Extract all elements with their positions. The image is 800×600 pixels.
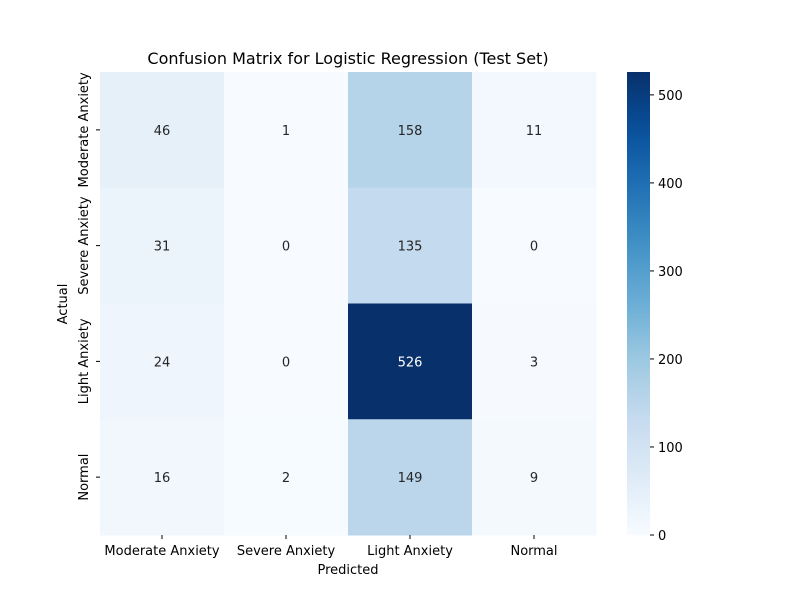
colorbar-tick-label-3: 300 xyxy=(658,265,683,280)
heatmap-cell-r2-c3 xyxy=(472,303,597,420)
heatmap-cell-r3-c0 xyxy=(100,419,225,536)
heatmap-cell-r0-c3 xyxy=(472,72,597,189)
colorbar xyxy=(627,72,650,535)
heatmap-cell-r2-c2 xyxy=(348,303,473,420)
x-tick-label-1: Severe Anxiety xyxy=(237,544,336,559)
cell-value-r1-c2: 135 xyxy=(398,240,423,255)
colorbar-ticks: 0 100 200 300 400 500 xyxy=(650,89,683,544)
colorbar-tick-label-5: 500 xyxy=(658,89,683,104)
y-axis-label: Actual xyxy=(56,284,71,325)
heatmap-cell-r1-c1 xyxy=(224,187,349,304)
cell-value-r2-c1: 0 xyxy=(282,355,290,370)
cell-value-r3-c1: 2 xyxy=(282,471,290,486)
cell-value-r3-c3: 9 xyxy=(530,471,538,486)
cell-value-r3-c0: 16 xyxy=(154,471,171,486)
x-tick-label-2: Light Anxiety xyxy=(367,544,453,559)
cell-value-r3-c2: 149 xyxy=(398,471,423,486)
heatmap-cell-r3-c3 xyxy=(472,419,597,536)
y-tick-label-1: Severe Anxiety xyxy=(77,196,92,295)
cell-value-r2-c2: 526 xyxy=(398,355,423,370)
x-axis-ticks: Moderate Anxiety Severe Anxiety Light Anxi… xyxy=(104,535,558,559)
colorbar-tick-label-2: 200 xyxy=(658,353,683,368)
colorbar-tick-label-4: 400 xyxy=(658,177,683,192)
cell-value-r2-c0: 24 xyxy=(154,355,171,370)
y-tick-label-0: Moderate Anxiety xyxy=(77,72,92,187)
heatmap-cell-r0-c1 xyxy=(224,72,349,189)
heatmap-cell-r0-c2 xyxy=(348,72,473,189)
cell-value-r2-c3: 3 xyxy=(530,355,538,370)
y-axis-ticks: Moderate Anxiety Severe Anxiety Light Anxi… xyxy=(77,72,100,501)
x-tick-label-3: Normal xyxy=(510,544,557,559)
cell-value-r1-c1: 0 xyxy=(282,240,290,255)
y-tick-label-2: Light Anxiety xyxy=(77,318,92,404)
chart-title: Confusion Matrix for Logistic Regression… xyxy=(147,49,548,68)
heatmap-cell-r1-c3 xyxy=(472,187,597,304)
colorbar-tick-label-1: 100 xyxy=(658,441,683,456)
heatmap-cell-r3-c1 xyxy=(224,419,349,536)
cell-value-r1-c0: 31 xyxy=(154,240,171,255)
cell-value-r0-c3: 11 xyxy=(526,124,543,139)
heatmap-cells: 46 1 158 11 31 0 135 0 24 0 526 3 16 2 149 9 xyxy=(100,72,597,536)
heatmap-cell-r1-c0 xyxy=(100,187,225,304)
cell-value-r0-c1: 1 xyxy=(282,124,290,139)
heatmap-cell-r0-c0 xyxy=(100,72,225,189)
cell-value-r0-c2: 158 xyxy=(398,124,423,139)
x-axis-label: Predicted xyxy=(317,563,378,578)
heatmap-cell-r2-c0 xyxy=(100,303,225,420)
heatmap-cell-r3-c2 xyxy=(348,419,473,536)
cell-value-r1-c3: 0 xyxy=(530,240,538,255)
heatmap-cell-r1-c2 xyxy=(348,187,473,304)
colorbar-tick-label-0: 0 xyxy=(658,529,666,544)
heatmap-cell-r2-c1 xyxy=(224,303,349,420)
x-tick-label-0: Moderate Anxiety xyxy=(104,544,219,559)
cell-value-r0-c0: 46 xyxy=(154,124,171,139)
y-tick-label-3: Normal xyxy=(77,454,92,501)
